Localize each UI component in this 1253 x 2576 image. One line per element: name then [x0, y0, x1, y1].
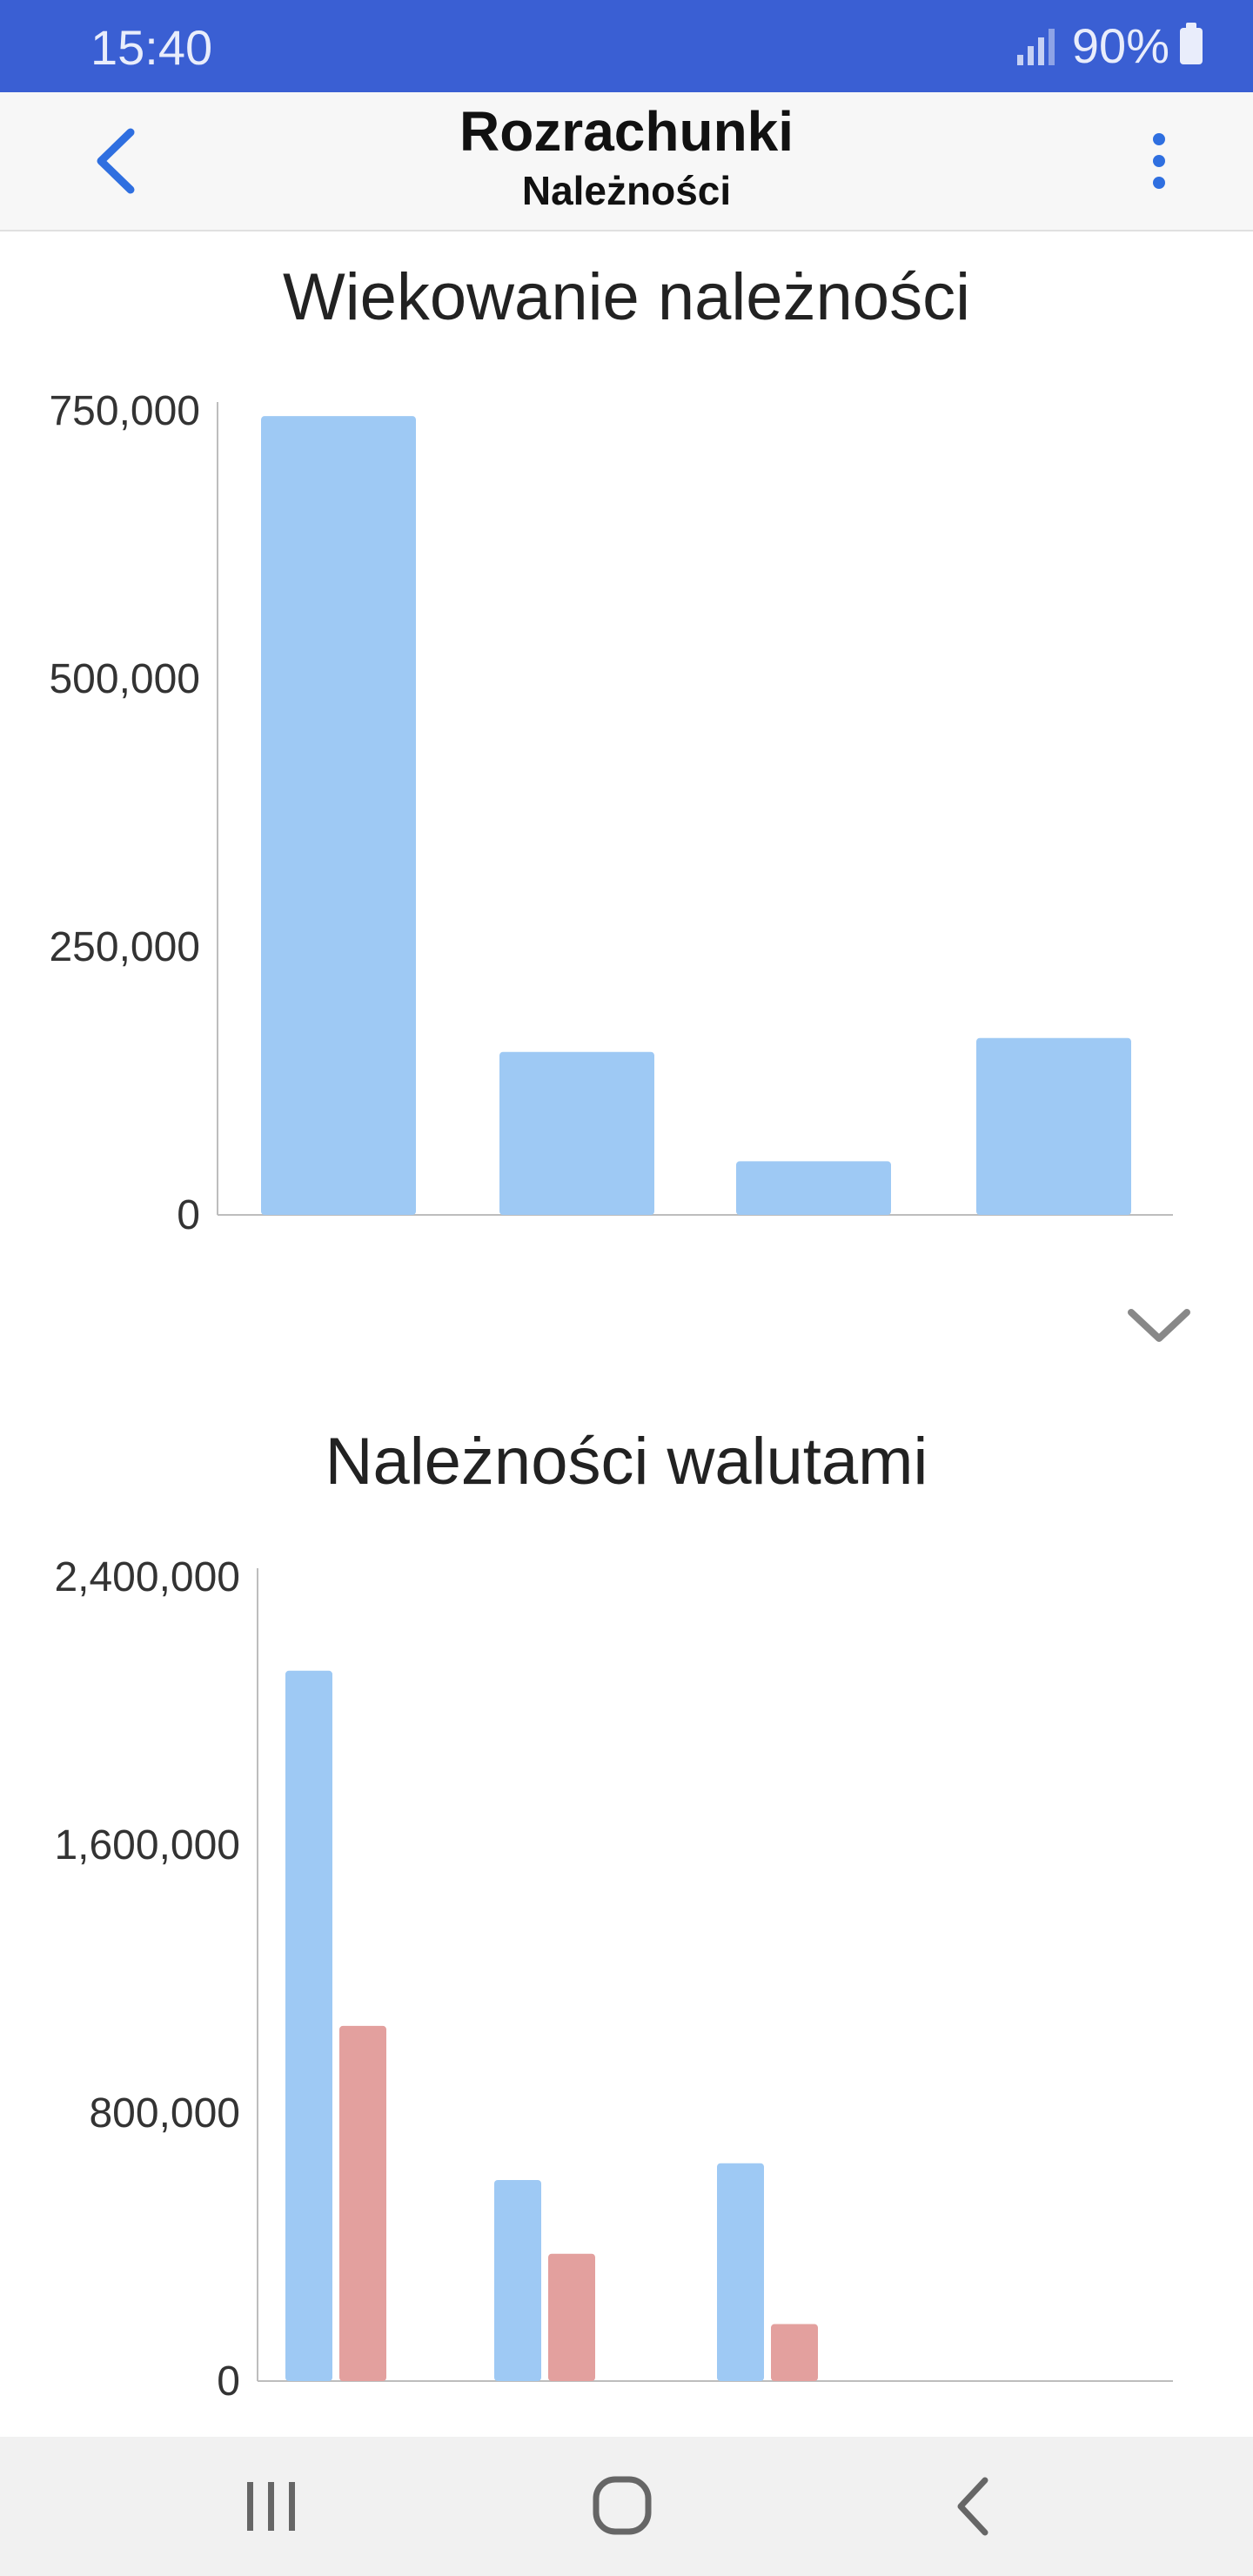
battery-percent: 90% — [1071, 18, 1169, 73]
bar — [261, 416, 416, 1215]
bar — [494, 2180, 541, 2381]
back-icon — [957, 2477, 988, 2536]
home-button[interactable] — [579, 2472, 666, 2541]
bar — [976, 1037, 1131, 1215]
currency-chart-title: Należności walutami — [325, 1425, 928, 1499]
y-tick-label: 500,000 — [49, 656, 200, 702]
more-options-button[interactable] — [1140, 122, 1192, 200]
chevron-down-icon — [1128, 1309, 1190, 1342]
aging-chart-title: Wiekowanie należności — [283, 260, 970, 334]
bar — [339, 2025, 386, 2381]
bar — [717, 2163, 764, 2381]
bar — [285, 1670, 332, 2381]
status-time: 15:40 — [90, 20, 213, 75]
y-tick-label: 250,000 — [49, 924, 200, 970]
y-tick-label: 800,000 — [89, 2090, 240, 2137]
chevron-left-icon — [97, 128, 135, 194]
bar — [736, 1161, 891, 1215]
y-tick-label: 0 — [177, 1192, 200, 1238]
y-tick-label: 0 — [217, 2358, 240, 2405]
bar — [499, 1051, 654, 1215]
battery-icon — [1180, 22, 1203, 64]
status-indicators: 90% — [1016, 17, 1203, 74]
currency-bar-chart: 0 800,000 1,600,000 2,400,000 — [54, 1554, 1173, 2405]
page-subtitle: Należności — [521, 168, 732, 213]
page-title: Rozrachunki — [459, 100, 794, 163]
home-icon — [593, 2476, 652, 2535]
app-header: Rozrachunki Należności — [0, 92, 1253, 231]
y-tick-label: 750,000 — [49, 388, 200, 434]
more-vertical-icon — [1153, 133, 1165, 189]
recents-icon — [247, 2482, 295, 2531]
nav-back-button[interactable] — [931, 2472, 1018, 2541]
expand-button[interactable] — [1122, 1300, 1196, 1352]
bar — [771, 2324, 818, 2381]
status-bar: 15:40 90% — [0, 0, 1253, 92]
y-tick-label: 1,600,000 — [54, 1822, 240, 1868]
signal-icon — [1016, 27, 1055, 65]
y-tick-label: 2,400,000 — [54, 1554, 240, 1600]
bar — [548, 2253, 595, 2381]
back-button[interactable] — [87, 122, 157, 200]
aging-bar-chart: 0 250,000 500,000 750,000 — [49, 388, 1173, 1238]
recents-button[interactable] — [228, 2472, 315, 2541]
system-nav-bar — [0, 2437, 1253, 2576]
